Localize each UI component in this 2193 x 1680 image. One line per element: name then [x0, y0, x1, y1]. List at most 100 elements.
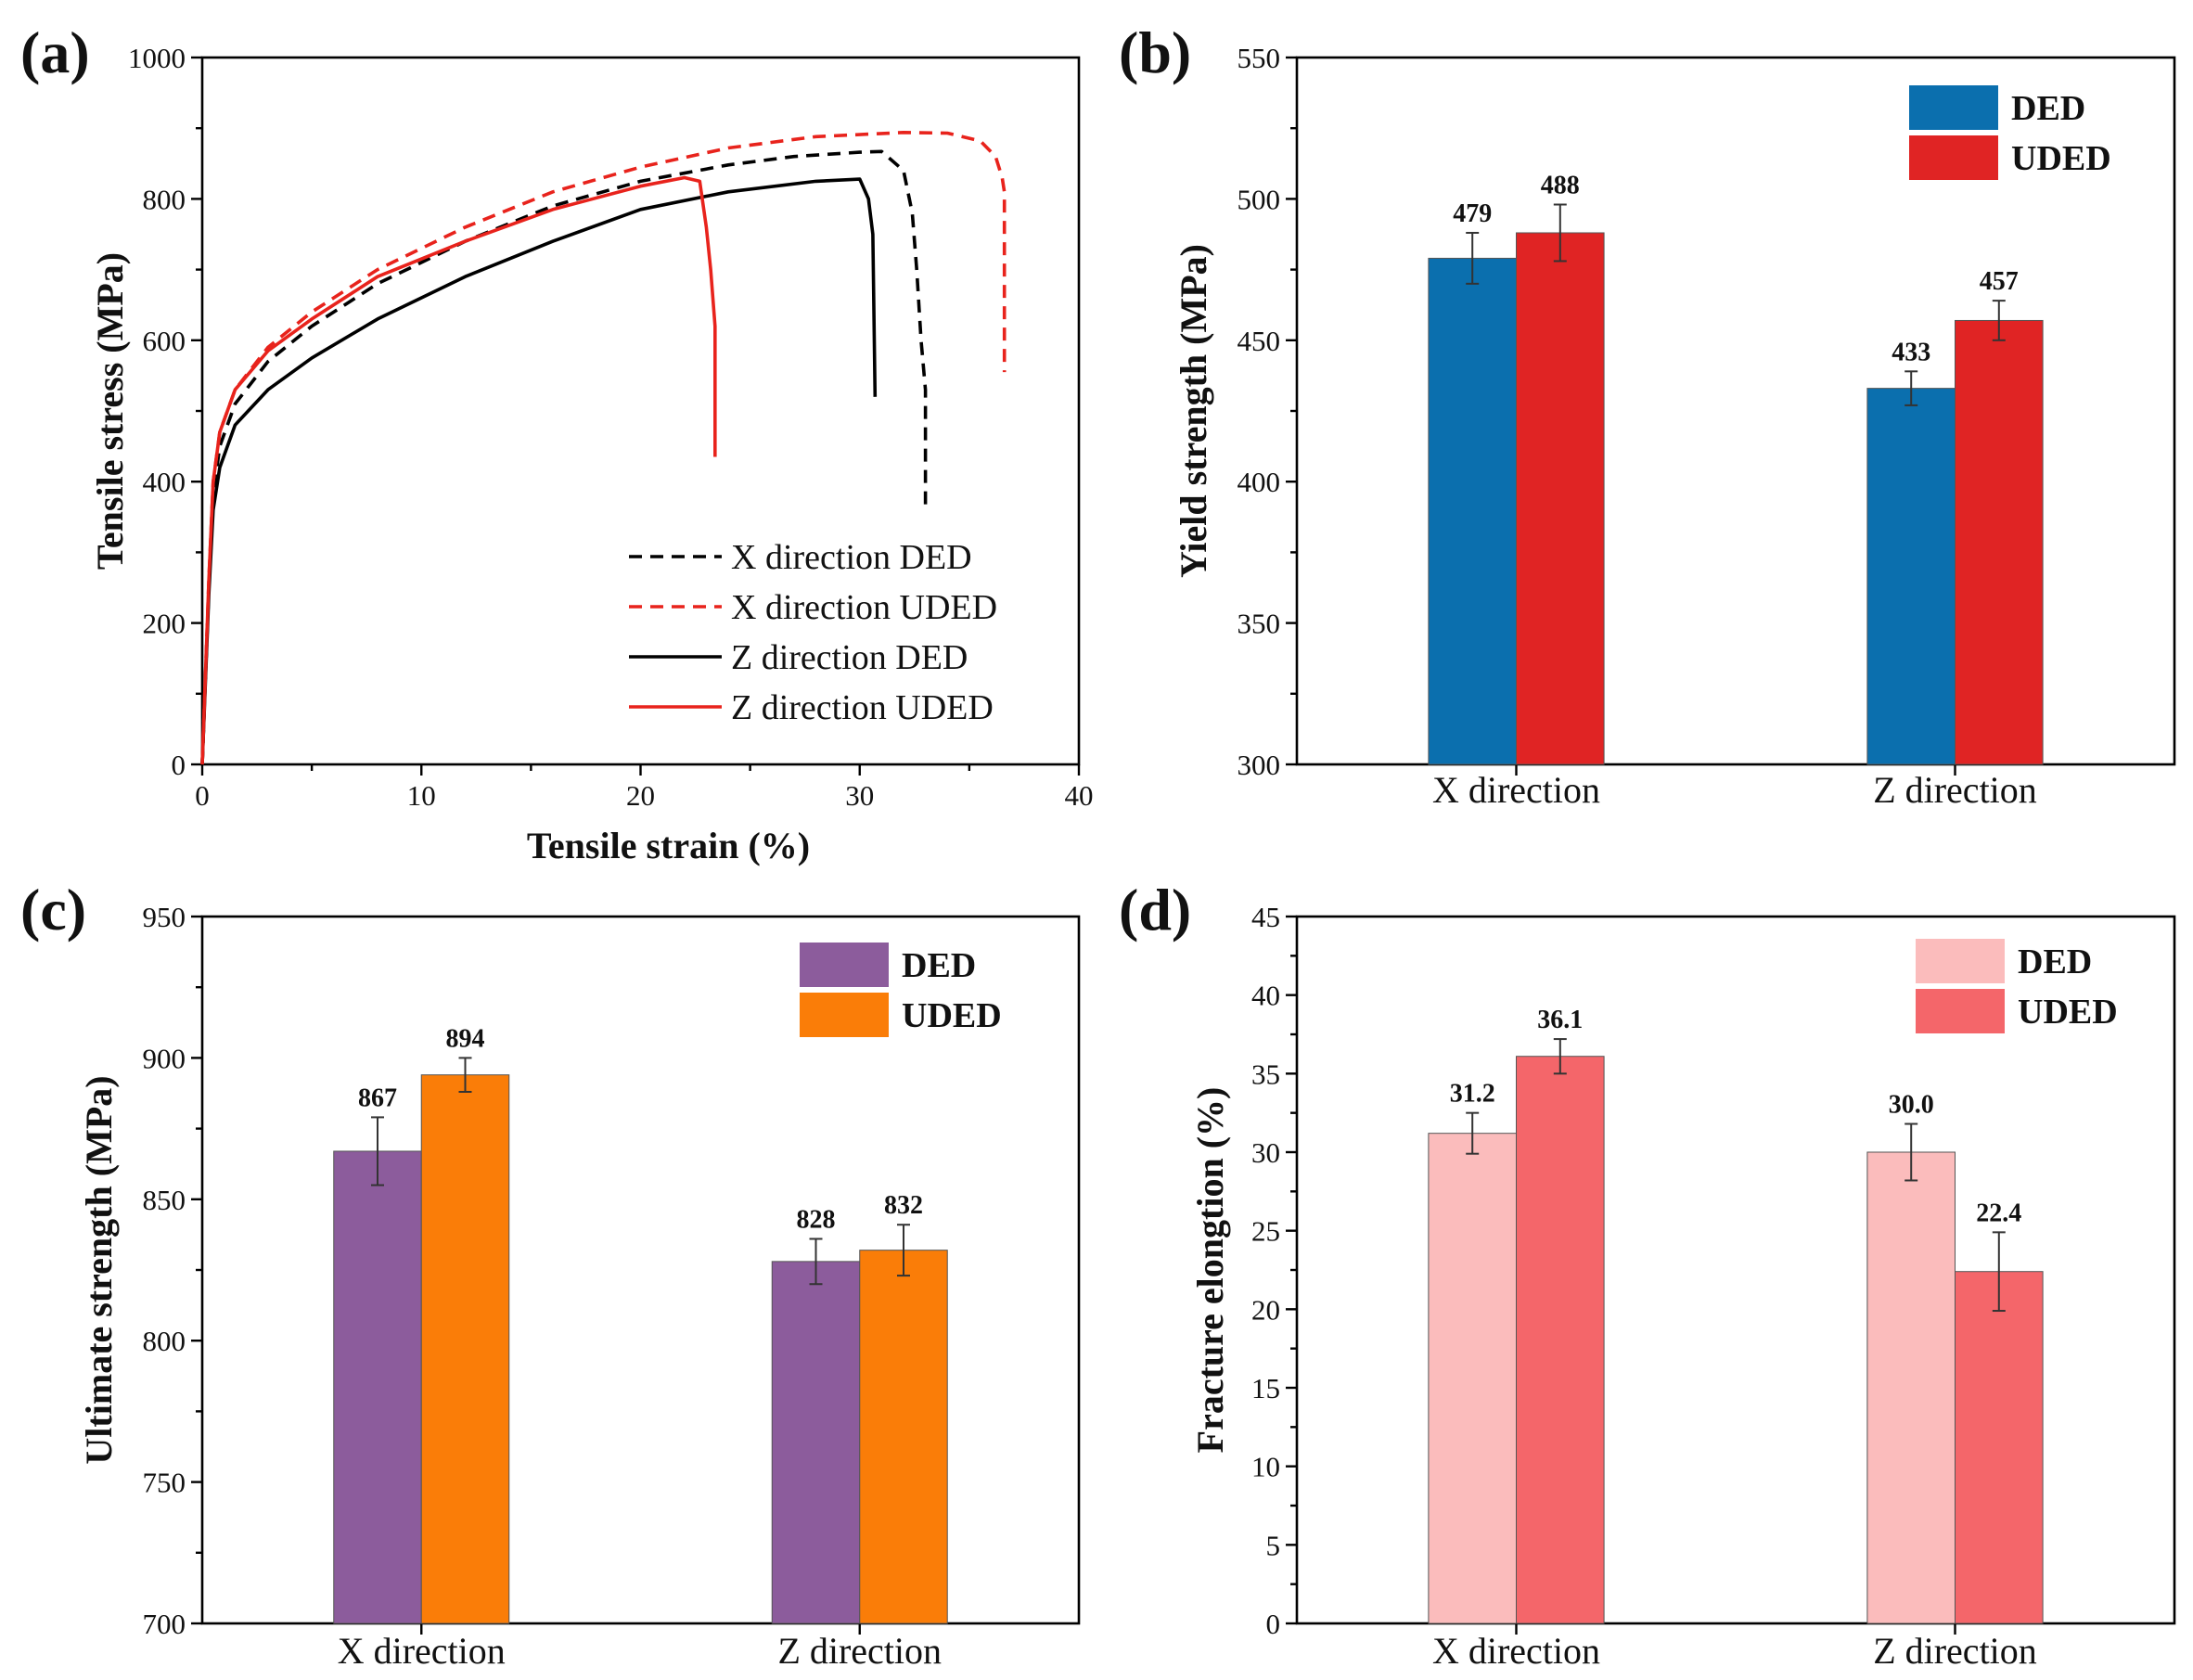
y-tick-label: 0 [172, 749, 186, 781]
y-axis-title: Tensile stress (MPa) [89, 252, 131, 570]
bar-ded-2 [771, 1261, 861, 1624]
category-label: X direction [1432, 769, 1600, 811]
panel-b: (b) 300 350 400 450 500 550 Yield strength (MPa… [1119, 19, 2176, 811]
panel-label-b: (b) [1119, 19, 1191, 85]
legend-label-1: DED [902, 946, 976, 985]
y-axis-title: Ultimate strength (MPa) [78, 1075, 120, 1464]
y-tick-label: 25 [1251, 1215, 1280, 1248]
legend-label-4: Z direction UDED [731, 688, 994, 727]
legend-label-1: DED [2011, 89, 2085, 128]
data-label: 488 [1541, 171, 1580, 199]
data-label: 479 [1453, 199, 1492, 228]
legend-label-2: UDED [2018, 993, 2118, 1032]
panel-a: (a) 0 200 400 600 800 1000 0 10 20 30 40 Tensile str… [20, 19, 1094, 866]
y-axis-title: Fracture elongtion (%) [1189, 1087, 1231, 1454]
legend-swatch-2 [1916, 989, 2005, 1033]
x-tick-label: 20 [626, 779, 655, 812]
data-label: 867 [358, 1084, 397, 1112]
legend-swatch-1 [1909, 85, 1998, 130]
bar-ded-1 [1428, 1133, 1518, 1624]
category-label: Z direction [777, 1630, 942, 1672]
data-label: 828 [797, 1205, 836, 1234]
legend-label-2: UDED [902, 996, 1002, 1035]
data-label: 457 [1980, 267, 2019, 296]
y-tick-label: 350 [1238, 608, 1281, 640]
y-tick-label: 550 [1238, 42, 1281, 74]
bar-uded-2 [859, 1250, 948, 1624]
x-tick-label: 0 [195, 779, 210, 812]
legend-label-2: X direction UDED [731, 588, 997, 627]
y-tick-label: 20 [1251, 1293, 1280, 1326]
y-tick-label: 200 [143, 608, 186, 640]
y-tick-label: 5 [1266, 1529, 1281, 1561]
y-tick-label: 400 [1238, 466, 1281, 498]
x-axis-title: Tensile strain (%) [527, 825, 810, 866]
panel-label-a: (a) [20, 19, 90, 85]
panel-d: (d) 0 5 10 15 20 25 30 35 40 45 Fracture elongtion … [1119, 877, 2176, 1672]
bar-uded-1 [1516, 232, 1605, 765]
y-tick-label: 800 [143, 1325, 186, 1357]
y-tick-label: 300 [1238, 749, 1281, 781]
y-tick-label: 950 [143, 901, 186, 933]
data-label: 433 [1892, 338, 1930, 366]
panel-c: (c) 700 750 800 850 900 950 Ultimate strength (… [20, 877, 1081, 1672]
category-label: X direction [1432, 1630, 1600, 1672]
bar-uded-1 [420, 1074, 510, 1624]
y-tick-label: 900 [143, 1042, 186, 1074]
x-tick-label: 30 [845, 779, 874, 812]
y-tick-label: 500 [1238, 183, 1281, 215]
bar-ded-2 [1866, 1151, 1956, 1624]
y-tick-label: 10 [1251, 1451, 1280, 1483]
legend-swatch-1 [800, 943, 889, 987]
x-tick-label: 10 [407, 779, 436, 812]
y-tick-label: 45 [1251, 901, 1280, 933]
legend-swatch-2 [1909, 135, 1998, 180]
legend-b: DED UDED [1909, 85, 2111, 180]
legend-label-1: X direction DED [731, 538, 972, 577]
legend-label-3: Z direction DED [731, 638, 968, 677]
category-label: X direction [338, 1630, 506, 1672]
data-label: 832 [884, 1191, 923, 1220]
legend-d: DED UDED [1916, 939, 2118, 1033]
series-line-3 [200, 177, 878, 765]
bar-uded-1 [1516, 1056, 1605, 1624]
series-line-4 [200, 175, 717, 765]
data-label: 894 [446, 1024, 485, 1053]
data-label: 30.0 [1889, 1091, 1934, 1120]
legend-label-2: UDED [2011, 139, 2111, 178]
y-tick-label: 35 [1251, 1058, 1280, 1090]
panel-label-d: (d) [1119, 877, 1191, 943]
legend-swatch-1 [1916, 939, 2005, 983]
panel-label-c: (c) [20, 877, 86, 943]
series-line-1 [200, 149, 928, 765]
legend-c: DED UDED [800, 943, 1002, 1037]
y-tick-label: 40 [1251, 980, 1280, 1012]
data-label: 31.2 [1450, 1080, 1495, 1109]
y-tick-label: 850 [143, 1184, 186, 1216]
category-label: Z direction [1873, 769, 2037, 811]
y-tick-label: 450 [1238, 325, 1281, 357]
data-label: 22.4 [1976, 1199, 2021, 1227]
y-tick-label: 400 [143, 466, 186, 498]
y-tick-label: 800 [143, 183, 186, 215]
y-tick-label: 700 [143, 1608, 186, 1640]
y-tick-label: 15 [1251, 1372, 1280, 1404]
bar-ded-1 [1428, 257, 1518, 765]
y-axis-title: Yield strength (MPa) [1173, 244, 1214, 578]
bar-uded-2 [1955, 1271, 2044, 1624]
y-tick-label: 0 [1266, 1608, 1281, 1640]
category-label: Z direction [1873, 1630, 2037, 1672]
legend-a: X direction DED X direction UDED Z directi… [629, 538, 997, 727]
data-label: 36.1 [1537, 1006, 1583, 1034]
bar-ded-2 [1866, 388, 1956, 765]
y-tick-label: 750 [143, 1467, 186, 1499]
legend-label-1: DED [2018, 943, 2092, 981]
y-tick-label: 1000 [128, 42, 186, 74]
bar-uded-2 [1955, 319, 2044, 765]
legend-swatch-2 [800, 993, 889, 1037]
y-tick-label: 600 [143, 325, 186, 357]
bar-ded-1 [333, 1150, 422, 1624]
x-tick-label: 40 [1065, 779, 1094, 812]
y-tick-label: 30 [1251, 1136, 1280, 1169]
